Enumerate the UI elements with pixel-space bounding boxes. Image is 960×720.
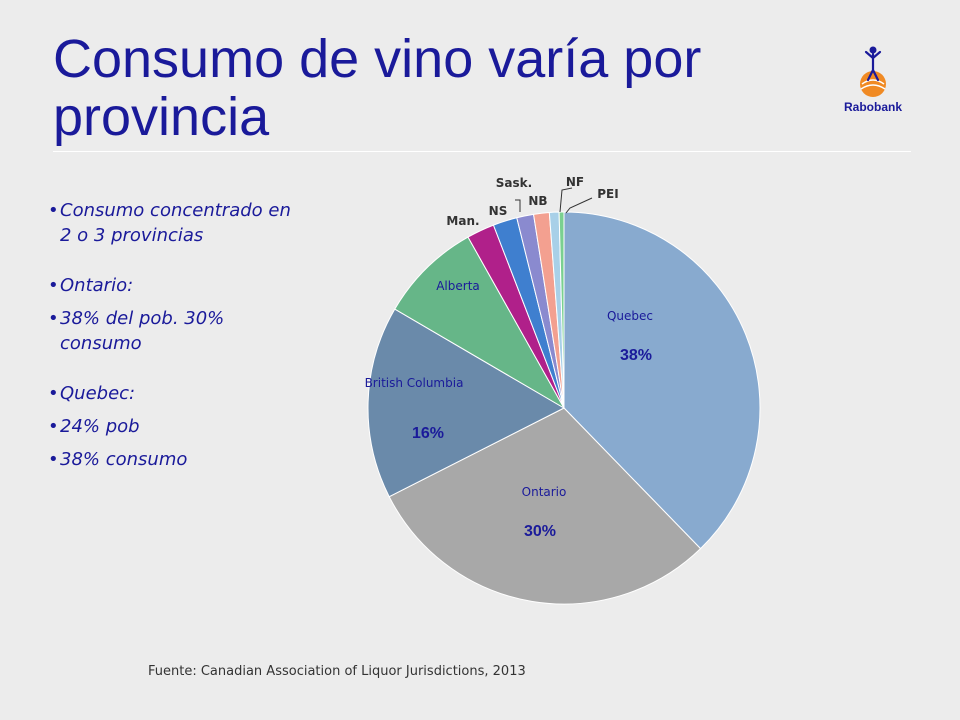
slice-value-label: 16%	[412, 425, 444, 442]
slice-label: Man.	[446, 214, 479, 228]
rabobank-logo: Rabobank	[838, 40, 908, 120]
slice-label: NS	[489, 204, 508, 218]
title-divider	[53, 151, 911, 152]
pie-slice-ontario	[388, 407, 702, 605]
slice-label: NF	[566, 175, 584, 189]
slide-title: Consumo de vino varía por provincia	[53, 29, 702, 147]
source-note: Fuente: Canadian Association of Liquor J…	[148, 664, 526, 679]
pie-slice-pei	[558, 211, 565, 409]
slice-label: Quebec	[607, 309, 653, 323]
leader-line	[515, 199, 521, 212]
bullet-item: Consumo concentrado en 2 o 3 provincias	[48, 198, 298, 248]
bullet-item: Ontario:	[48, 273, 298, 298]
slice-label: Sask.	[496, 176, 532, 190]
logo-text: Rabobank	[843, 100, 902, 114]
pie-slice-alberta	[394, 236, 566, 410]
slice-label: NB	[528, 194, 547, 208]
bullet-item: 38% del pob. 30% consumo	[48, 306, 298, 356]
slice-label: British Columbia	[365, 376, 464, 390]
slice-label: Alberta	[436, 279, 480, 293]
leader-line	[565, 197, 593, 214]
pie-slice-quebec	[563, 211, 761, 550]
slice-value-label: 30%	[524, 523, 556, 540]
leader-line	[559, 187, 573, 213]
pie-chart: Quebec 38% Ontario 30% British Columbia 16% Al…	[365, 175, 761, 605]
bullet-item: 24% pob	[48, 414, 298, 439]
bullet-item: Quebec:	[48, 381, 298, 406]
bullet-list: Consumo concentrado en 2 o 3 provincias …	[48, 198, 298, 472]
slice-value-label: 38%	[620, 347, 652, 364]
pie-slice-british-columbia	[367, 308, 566, 498]
slice-label: PEI	[597, 187, 618, 201]
slice-label: Ontario	[522, 485, 567, 499]
rabobank-emblem-icon	[860, 46, 886, 97]
bullet-item: 38% consumo	[48, 447, 298, 472]
